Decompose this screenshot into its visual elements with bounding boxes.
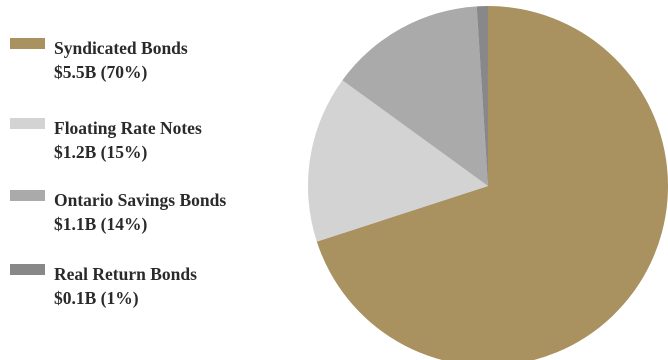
pie-chart — [308, 6, 668, 360]
legend-series-value: $0.1B (1%) — [54, 288, 139, 308]
chart-legend: Syndicated Bonds $5.5B (70%) Floating Ra… — [10, 0, 310, 360]
legend-series-name: Syndicated Bonds — [54, 38, 188, 58]
pie-slice-floating-rate-notes — [308, 80, 488, 242]
legend-swatch — [10, 38, 45, 49]
legend-series-value: $1.2B (15%) — [54, 142, 148, 162]
legend-series-value: $1.1B (14%) — [54, 214, 148, 234]
pie-chart-area — [295, 0, 668, 360]
legend-series-value: $5.5B (70%) — [54, 62, 148, 82]
legend-swatch — [10, 190, 45, 201]
pie-slice-real-return-bonds — [476, 6, 488, 186]
pie-slice-ontario-savings-bonds — [342, 6, 488, 186]
legend-series-name: Floating Rate Notes — [54, 118, 202, 138]
legend-swatch — [10, 264, 45, 275]
legend-series-name: Real Return Bonds — [54, 264, 197, 284]
pie-slice-syndicated-bonds — [316, 6, 668, 360]
legend-swatch — [10, 118, 45, 129]
legend-series-name: Ontario Savings Bonds — [54, 190, 227, 210]
